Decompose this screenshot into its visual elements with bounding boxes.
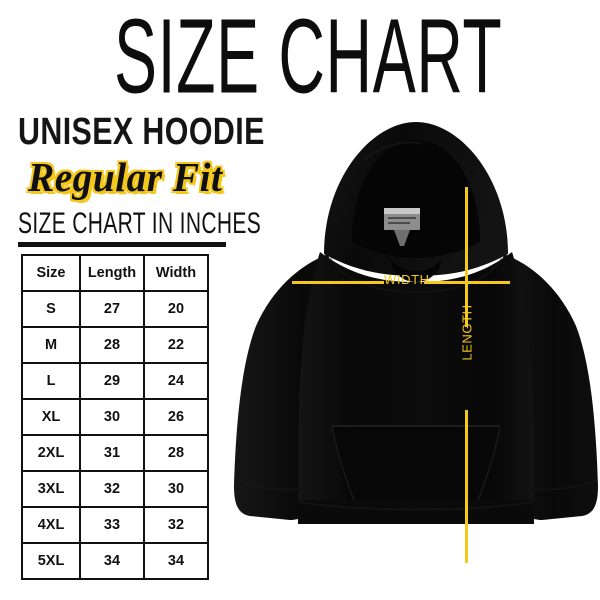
heading-underline xyxy=(18,242,226,247)
cell-length: 30 xyxy=(79,398,145,436)
neck-opening xyxy=(390,258,442,282)
cell-size: 5XL xyxy=(21,542,81,580)
cell-size: S xyxy=(21,290,81,328)
product-info-block: UNISEX HOODIE Regular Fit SIZE CHART IN … xyxy=(14,111,265,247)
size-table: Size Length Width S 27 20 M 28 22 L 29 2… xyxy=(21,254,209,580)
column-header-length: Length xyxy=(79,254,145,292)
cell-size: XL xyxy=(21,398,81,436)
cell-size: 2XL xyxy=(21,434,81,472)
fit-badge: Regular Fit xyxy=(28,154,230,202)
cell-length: 34 xyxy=(79,542,145,580)
fit-label: Regular Fit xyxy=(28,154,223,200)
table-header-row: Size Length Width xyxy=(21,254,209,292)
table-row: XL 30 26 xyxy=(21,398,209,436)
table-row: L 29 24 xyxy=(21,362,209,400)
neck-label-icon xyxy=(384,208,420,246)
cell-size: L xyxy=(21,362,81,400)
units-heading: SIZE CHART IN INCHES xyxy=(18,207,262,240)
cell-width: 26 xyxy=(143,398,209,436)
cell-size: 4XL xyxy=(21,506,81,544)
cell-width: 22 xyxy=(143,326,209,364)
cell-width: 30 xyxy=(143,470,209,508)
column-header-width: Width xyxy=(143,254,209,292)
cell-size: 3XL xyxy=(21,470,81,508)
cell-width: 20 xyxy=(143,290,209,328)
cell-length: 31 xyxy=(79,434,145,472)
cell-length: 28 xyxy=(79,326,145,364)
units-heading-block: SIZE CHART IN INCHES xyxy=(18,207,262,247)
page-title: SIZE CHART xyxy=(114,0,503,117)
table-row: 5XL 34 34 xyxy=(21,542,209,580)
table-row: 4XL 33 32 xyxy=(21,506,209,544)
hoodie-illustration xyxy=(232,100,600,600)
cell-width: 32 xyxy=(143,506,209,544)
hoodie-body xyxy=(297,252,535,524)
table-row: M 28 22 xyxy=(21,326,209,364)
cell-length: 29 xyxy=(79,362,145,400)
cell-length: 27 xyxy=(79,290,145,328)
table-row: S 27 20 xyxy=(21,290,209,328)
product-name: UNISEX HOODIE xyxy=(18,111,265,153)
cell-width: 24 xyxy=(143,362,209,400)
table-row: 3XL 32 30 xyxy=(21,470,209,508)
cell-width: 34 xyxy=(143,542,209,580)
cell-size: M xyxy=(21,326,81,364)
hoodie-svg xyxy=(234,122,598,524)
cell-width: 28 xyxy=(143,434,209,472)
column-header-size: Size xyxy=(21,254,81,292)
table-row: 2XL 31 28 xyxy=(21,434,209,472)
cell-length: 32 xyxy=(79,470,145,508)
cell-length: 33 xyxy=(79,506,145,544)
hood-shape xyxy=(324,122,508,276)
